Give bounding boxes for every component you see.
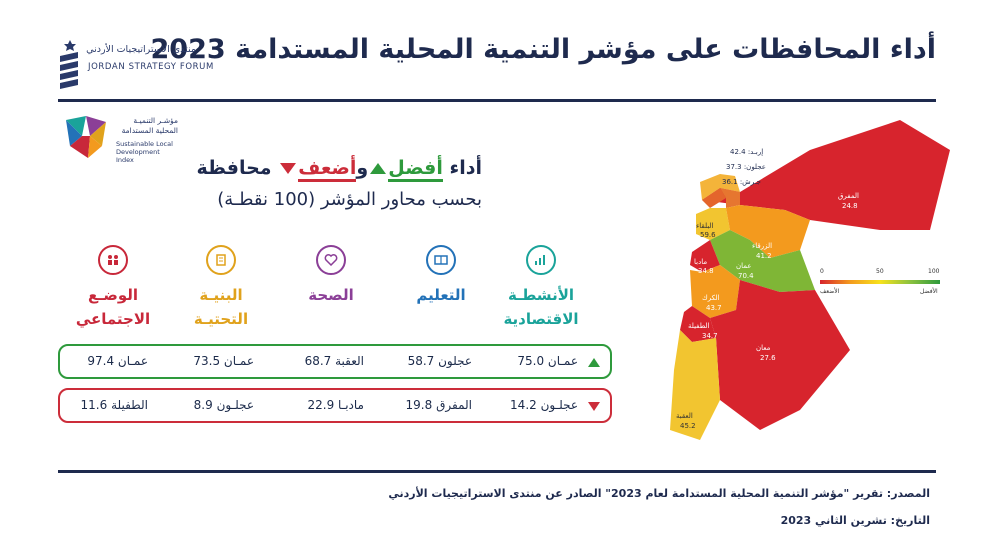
region-maan	[710, 280, 850, 430]
worst-social: الطفيلة 11.6	[80, 398, 148, 412]
maan-name: معان	[756, 344, 771, 352]
jsf-logo-icon	[60, 40, 78, 89]
best-label: أفضل	[388, 157, 443, 182]
region-amman	[710, 230, 815, 292]
worst-label: أضعف	[298, 157, 357, 182]
best-social: عمـان 97.4	[87, 354, 148, 368]
date-text: التاريخ: تشرين الثاني 2023	[780, 514, 930, 527]
aqaba-name: العقبة	[676, 412, 693, 420]
source-text: المصدر: تقرير "مؤشر التنمية المحلية المس…	[388, 487, 930, 500]
zarqa-name: الزرقاء	[752, 242, 773, 250]
madaba-name: مادبا	[694, 258, 708, 266]
sldi-logo: مؤشـر التنميـة المحلية المستدامة Sustain…	[66, 116, 178, 174]
worst-economic: عجلـون 14.2	[510, 398, 578, 412]
legend-max: 100	[928, 268, 940, 275]
region-ajloun	[702, 188, 726, 208]
category-economic: الأنشطـة الاقتصادية	[486, 245, 596, 331]
region-tafila	[680, 306, 716, 342]
category-education: التعليم	[386, 245, 496, 307]
balqa-value: 59.6	[700, 231, 716, 239]
section-heading: أداء أفضلوأضعف محافظة	[196, 157, 482, 182]
region-karak	[690, 265, 740, 318]
region-madaba	[690, 240, 720, 272]
best-health: العقبة 68.7	[304, 354, 364, 368]
legend-gradient	[820, 280, 940, 284]
category-social: الوضـع الاجتماعي	[58, 245, 168, 331]
best-row: عمـان 75.0 عجلون 58.7 العقبة 68.7 عمـان …	[58, 344, 612, 379]
mafraq-value: 24.8	[842, 202, 858, 210]
sldi-arabic-name: مؤشـر التنميـة المحلية المستدامة	[121, 116, 178, 135]
jerash-label: جـرش: 36.1	[722, 178, 761, 186]
category-infrastructure: البنيـة التحتيـة	[166, 245, 276, 331]
down-arrow-icon	[588, 402, 600, 411]
people-icon	[98, 245, 128, 275]
region-mafraq	[702, 120, 950, 230]
jsf-english-name: JORDAN STRATEGY FORUM	[88, 62, 214, 72]
best-economic: عمـان 75.0	[517, 354, 578, 368]
book-icon	[426, 245, 456, 275]
up-arrow-icon	[588, 358, 600, 367]
karak-value: 43.7	[706, 304, 722, 312]
chart-icon	[526, 245, 556, 275]
health-icon	[316, 245, 346, 275]
maan-value: 27.6	[760, 354, 776, 362]
worst-row: عجلـون 14.2 المفرق 19.8 مادبـا 22.9 عجلـ…	[58, 388, 612, 423]
amman-value: 70.4	[738, 272, 754, 280]
tafila-value: 34.7	[702, 332, 718, 340]
title-divider	[58, 99, 936, 102]
region-jerash	[720, 188, 740, 208]
best-education: عجلون 58.7	[407, 354, 472, 368]
jsf-arabic-name: منتدى الاستراتيجيات الأردني	[86, 44, 196, 55]
map-legend: 0 50 100 الأضعف الأفضل	[820, 268, 940, 298]
sldi-english-name: Sustainable Local Development Index	[116, 140, 173, 164]
balqa-name: البلقاء	[696, 222, 714, 230]
ajloun-label: عجلون: 37.3	[726, 163, 766, 171]
legend-weakest: الأضعف	[820, 288, 840, 295]
worst-health: مادبـا 22.9	[307, 398, 364, 412]
category-health: الصحة	[276, 245, 386, 307]
footer-divider	[58, 470, 936, 473]
zarqa-value: 41.2	[756, 252, 772, 260]
region-irbid	[700, 174, 740, 200]
aqaba-value: 45.2	[680, 422, 696, 430]
mafraq-name: المفرق	[838, 192, 859, 200]
region-balqa	[696, 208, 730, 240]
region-aqaba	[670, 330, 720, 440]
jordan-map	[670, 120, 950, 440]
legend-mid: 50	[876, 268, 884, 275]
tafila-name: الطفيلة	[688, 322, 710, 330]
amman-name: عمان	[736, 262, 752, 270]
down-triangle-icon	[280, 163, 297, 174]
worst-education: المفرق 19.8	[405, 398, 472, 412]
irbid-label: إربـد: 42.4	[730, 148, 764, 156]
legend-min: 0	[820, 268, 824, 275]
jsf-logo: منتدى الاستراتيجيات الأردني JORDAN STRAT…	[56, 38, 213, 98]
worst-infrastructure: عجلـون 8.9	[193, 398, 254, 412]
page-title: أداء المحافظات على مؤشر التنمية المحلية …	[150, 34, 936, 65]
sldi-logo-icon	[66, 116, 106, 158]
up-triangle-icon	[370, 163, 387, 174]
best-infrastructure: عمـان 73.5	[193, 354, 254, 368]
legend-best: الأفضل	[920, 288, 938, 295]
region-zarqa	[726, 205, 810, 258]
infrastructure-icon	[206, 245, 236, 275]
karak-name: الكرك	[702, 294, 720, 302]
section-subheading: بحسب محاور المؤشر (100 نقطـة)	[217, 189, 482, 210]
madaba-value: 34.8	[698, 267, 714, 275]
